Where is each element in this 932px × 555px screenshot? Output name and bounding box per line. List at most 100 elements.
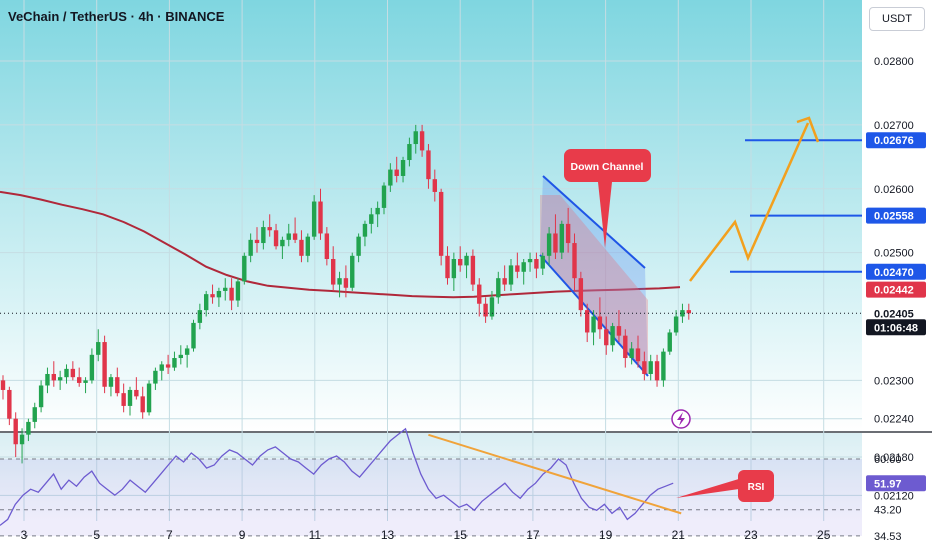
- candle-body: [51, 373, 56, 381]
- candle-body: [324, 233, 330, 260]
- candle-body: [381, 185, 387, 208]
- candle-body: [597, 316, 603, 330]
- rsi-tick-label: 34.53: [874, 531, 902, 543]
- x-tick-label: 5: [93, 528, 100, 542]
- candle-body: [534, 259, 539, 269]
- rsi-band: [0, 459, 862, 536]
- candle-body: [629, 348, 634, 359]
- candle-body: [261, 227, 266, 244]
- candle-body: [394, 169, 399, 176]
- candle-body: [204, 294, 209, 311]
- candle-body: [445, 255, 450, 279]
- projection-path: [689, 122, 810, 282]
- price-label-box: [866, 132, 926, 149]
- candle-body: [661, 351, 666, 381]
- main-background: [0, 0, 862, 432]
- candle-body: [83, 380, 88, 383]
- candle-body: [438, 191, 444, 256]
- candle-body: [89, 354, 95, 381]
- candle-body: [572, 243, 577, 279]
- candle-body: [121, 393, 126, 406]
- rsi-value-box: [866, 475, 926, 492]
- candle-body: [553, 233, 558, 253]
- candle-body: [45, 373, 50, 386]
- candle-body: [426, 150, 431, 180]
- time-axis-background: [0, 521, 862, 550]
- candle-body: [673, 316, 679, 333]
- x-tick-label: 7: [166, 528, 173, 542]
- y-tick-label: 0.02300: [874, 375, 914, 387]
- candle-body: [318, 201, 323, 234]
- candle-body: [0, 380, 6, 390]
- x-tick-label: 19: [599, 528, 613, 542]
- rsi-tick-label: 60.00: [874, 454, 902, 466]
- candle-body: [267, 227, 272, 231]
- callout-pointer: [598, 182, 612, 248]
- candles-layer: [0, 124, 691, 464]
- axis-layer: 3 5 7 9 11 13 15 17 19 21 23 25 0.02800 0.02700 0.0260…: [21, 56, 926, 543]
- candle-body: [115, 377, 120, 394]
- candle-body: [235, 281, 241, 301]
- x-tick-label: 23: [744, 528, 758, 542]
- candle-body: [134, 389, 139, 397]
- candle-body: [273, 230, 279, 247]
- candle-body: [184, 348, 190, 355]
- candle-body: [286, 233, 291, 240]
- candle-body: [254, 239, 260, 244]
- candle-body: [356, 236, 361, 256]
- candle-body: [165, 364, 171, 368]
- candle-body: [19, 434, 25, 445]
- callout-box: [564, 149, 651, 182]
- price-label: 0.02405: [874, 308, 914, 320]
- rsi-callout-pointer: [676, 478, 746, 498]
- price-label: 0.02558: [874, 211, 914, 223]
- candle-body: [292, 233, 298, 240]
- candle-body: [216, 290, 222, 298]
- candle-body: [350, 255, 355, 288]
- candle-body: [623, 335, 628, 359]
- price-label-box: [866, 319, 926, 336]
- y-tick-label: 0.02600: [874, 184, 914, 196]
- chart-title: VeChain / TetherUS · 4h · BINANCE: [8, 9, 225, 24]
- candle-body: [451, 259, 457, 279]
- price-label: 01:06:48: [874, 322, 918, 334]
- rsi-tick-label: 43.20: [874, 505, 902, 517]
- candle-body: [331, 259, 336, 285]
- candle-body: [464, 255, 469, 266]
- candle-body: [311, 201, 317, 237]
- candle-body: [477, 284, 482, 304]
- candle-body: [565, 223, 571, 244]
- candle-body: [578, 278, 584, 311]
- rsi-trendline: [428, 433, 682, 515]
- currency-button[interactable]: USDT: [869, 7, 925, 31]
- candle-body: [508, 265, 514, 285]
- candle-body: [343, 278, 349, 288]
- candle-body: [108, 377, 114, 387]
- candle-body: [32, 407, 37, 422]
- candle-body: [127, 389, 133, 406]
- candle-body: [686, 310, 691, 314]
- candle-body: [654, 361, 660, 381]
- price-label: 0.02442: [874, 285, 914, 297]
- candle-body: [102, 342, 107, 387]
- y-tick-label: 0.02240: [874, 414, 914, 426]
- callout-text: Down Channel: [571, 161, 644, 173]
- candle-body: [197, 310, 203, 323]
- candle-body: [38, 385, 44, 408]
- y-tick-label: 0.02800: [874, 56, 914, 68]
- candle-body: [388, 169, 393, 186]
- candle-body: [7, 389, 12, 419]
- y-tick-label: 0.02120: [874, 490, 914, 502]
- candle-body: [305, 236, 310, 256]
- candle-body: [642, 361, 647, 374]
- candle-body: [64, 368, 69, 378]
- candle-body: [77, 377, 82, 383]
- candle-body: [546, 233, 552, 256]
- annotation-layer: Down Channel: [0, 116, 862, 429]
- candle-body: [13, 418, 18, 445]
- price-label-box: [866, 305, 926, 322]
- candle-body: [153, 370, 158, 384]
- price-label-box: [866, 263, 926, 280]
- candle-body: [159, 364, 164, 371]
